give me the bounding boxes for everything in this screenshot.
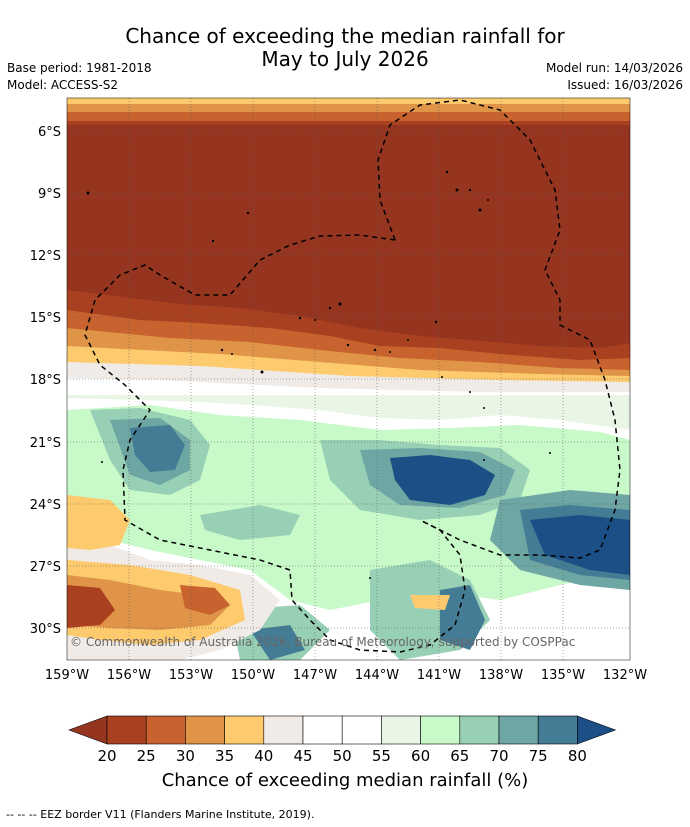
lat-label: 24°S [30, 498, 61, 513]
lon-label: 147°W [293, 668, 337, 683]
colorbar-tick-label: 70 [489, 747, 508, 765]
lon-label: 132°W [603, 668, 647, 683]
colorbar-segment [459, 715, 500, 745]
colorbar-segment [302, 715, 343, 745]
lat-label: 9°S [38, 187, 61, 202]
colorbar-tick-label: 40 [254, 747, 273, 765]
colorbar-under-arrow [68, 715, 108, 745]
colorbar-tick-label: 60 [411, 747, 430, 765]
lon-label: 144°W [355, 668, 399, 683]
lat-label: 21°S [30, 436, 61, 451]
colorbar-tick-label: 35 [215, 747, 234, 765]
copyright-notice: © Commonwealth of Australia 2026, Bureau… [70, 635, 575, 649]
colorbar-segment [106, 715, 147, 745]
issued-label: Issued: 16/03/2026 [567, 78, 683, 92]
lat-label: 6°S [38, 125, 61, 140]
colorbar-tick-label: 50 [333, 747, 352, 765]
colorbar-tick-label: 80 [568, 747, 587, 765]
colorbar-tick-label: 30 [176, 747, 195, 765]
colorbar-segment [263, 715, 304, 745]
map-title-line-1: Chance of exceeding the median rainfall … [125, 24, 565, 48]
lon-label: 156°W [107, 668, 151, 683]
lat-label: 27°S [30, 560, 61, 575]
lat-label: 30°S [30, 622, 61, 637]
colorbar [68, 715, 617, 745]
colorbar-segment [185, 715, 225, 745]
lat-label: 15°S [30, 311, 61, 326]
colorbar-segment [145, 715, 186, 745]
lon-label: 135°W [541, 668, 585, 683]
lon-label: 150°W [231, 668, 275, 683]
colorbar-tick-label: 20 [97, 747, 116, 765]
lon-label: 138°W [479, 668, 523, 683]
colorbar-label: Chance of exceeding median rainfall (%) [161, 770, 529, 791]
model-label: Model: ACCESS-S2 [7, 78, 119, 92]
colorbar-tick-label: 75 [529, 747, 548, 765]
colorbar-tick-label: 25 [137, 747, 156, 765]
map-frame [66, 97, 631, 661]
eez-border [84, 234, 466, 653]
lon-label: 159°W [45, 668, 89, 683]
eez-border [377, 99, 621, 559]
eez-legend-note: -- -- -- EEZ border V11 (Flanders Marine… [6, 808, 315, 821]
base-period-label: Base period: 1981-2018 [7, 61, 152, 75]
colorbar-segment [537, 715, 578, 745]
model-run-label: Model run: 14/03/2026 [545, 61, 683, 75]
colorbar-segment [420, 715, 461, 745]
colorbar-segment [224, 715, 265, 745]
map-field [67, 98, 630, 660]
colorbar-over-arrow [577, 715, 617, 745]
colorbar-tick-label: 45 [293, 747, 312, 765]
lon-label: 141°W [417, 668, 461, 683]
colorbar-segment [381, 715, 421, 745]
colorbar-tick-label: 65 [450, 747, 469, 765]
lat-label: 18°S [30, 373, 61, 388]
colorbar-segment [498, 715, 539, 745]
colorbar-tick-label: 55 [372, 747, 391, 765]
lat-label: 12°S [30, 249, 61, 264]
colorbar-segment [341, 715, 382, 745]
map-title-line-2: May to July 2026 [261, 47, 429, 71]
lon-label: 153°W [169, 668, 213, 683]
